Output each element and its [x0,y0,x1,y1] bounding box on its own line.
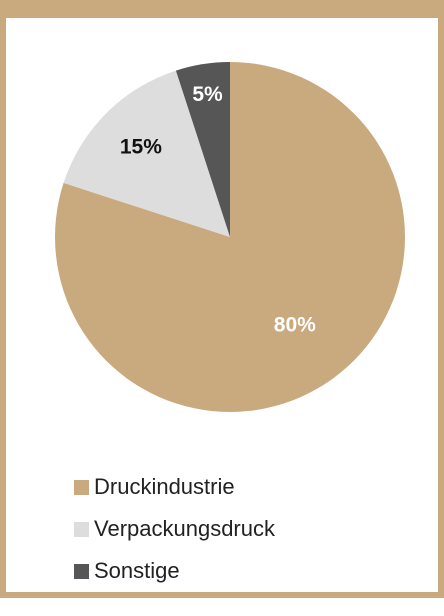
legend-item-verpackungsdruck: Verpackungsdruck [74,508,275,550]
pie-label-verpackungsdruck: 15% [120,135,162,158]
legend-label-druckindustrie: Druckindustrie [94,474,235,499]
pie-label-sonstige: 5% [192,83,223,106]
legend-swatch-verpackungsdruck [74,521,89,537]
pie-slice-verpackungsdruck [63,70,230,237]
pie-slice-sonstige [175,62,230,237]
legend-swatch-sonstige [74,563,89,579]
legend-item-sonstige: Sonstige [74,550,275,592]
pie-chart: 80% 15% 5% [54,62,405,412]
legend: Druckindustrie Verpackungsdruck Sonstige [74,466,275,592]
legend-swatch-druckindustrie [74,479,89,495]
chart-frame: 80% 15% 5% Druckindustrie Verpackungsdruck… [0,0,444,598]
legend-label-sonstige: Sonstige [94,558,180,583]
legend-item-druckindustrie: Druckindustrie [74,466,275,508]
legend-label-verpackungsdruck: Verpackungsdruck [94,516,275,541]
pie-label-druckindustrie: 80% [274,314,316,337]
